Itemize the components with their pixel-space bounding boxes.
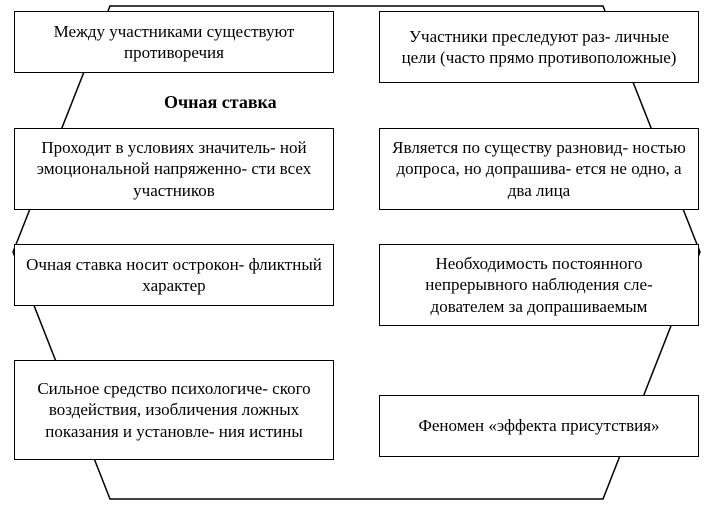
box-text: Сильное средство психологиче- ского возд… <box>25 378 323 442</box>
box-text: Феномен «эффекта присутствия» <box>418 415 659 436</box>
box-text: Проходит в условиях значитель- ной эмоци… <box>25 137 323 201</box>
box-contradictions: Между участниками существуют противоречи… <box>14 11 334 73</box>
diagram-title: Очная ставка <box>164 92 277 113</box>
box-presence-effect: Феномен «эффекта присутствия» <box>379 395 699 457</box>
box-text: Очная ставка носит острокон- фликтный ха… <box>25 254 323 297</box>
diagram-container: { "diagram": { "type": "infographic", "t… <box>0 0 713 505</box>
box-different-goals: Участники преследуют раз- личные цели (ч… <box>379 11 699 83</box>
box-continuous-observation: Необходимость постоянного непрерывного н… <box>379 244 699 326</box>
box-psychological-impact: Сильное средство психологиче- ского возд… <box>14 360 334 460</box>
box-text: Между участниками существуют противоречи… <box>25 21 323 64</box>
box-interrogation-variant: Является по существу разновид- ностью до… <box>379 128 699 210</box>
box-acute-conflict: Очная ставка носит острокон- фликтный ха… <box>14 244 334 306</box>
box-text: Необходимость постоянного непрерывного н… <box>390 253 688 317</box>
box-text: Является по существу разновид- ностью до… <box>390 137 688 201</box>
box-emotional-tension: Проходит в условиях значитель- ной эмоци… <box>14 128 334 210</box>
box-text: Участники преследуют раз- личные цели (ч… <box>390 26 688 69</box>
